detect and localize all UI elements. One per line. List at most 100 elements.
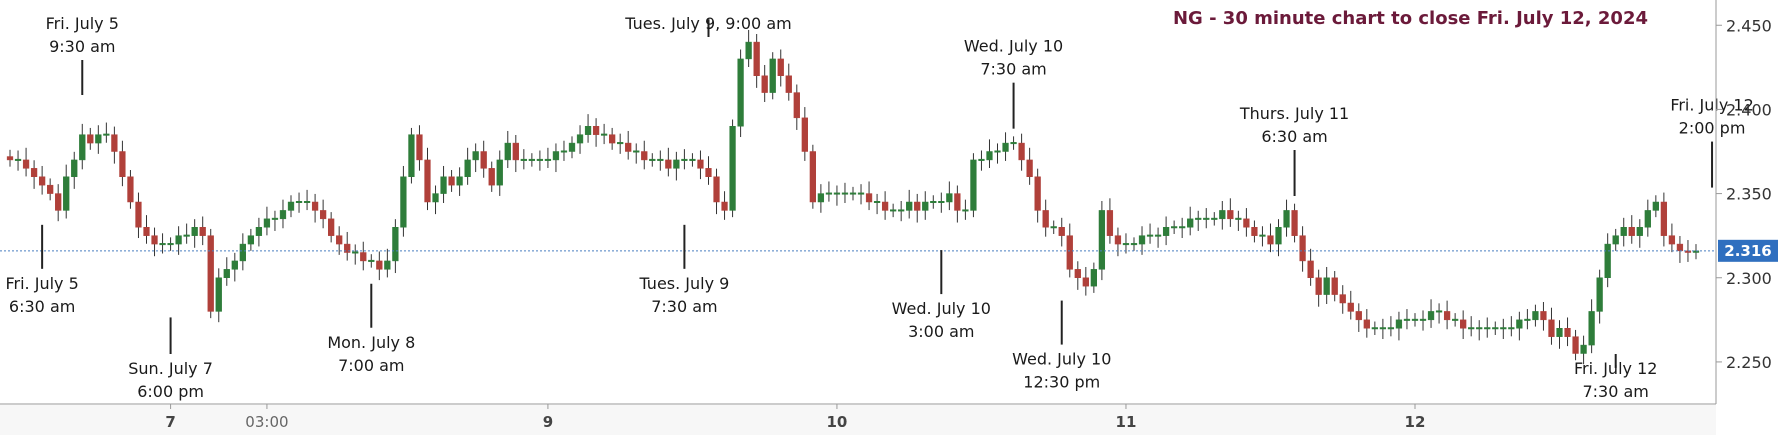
candle-body bbox=[199, 227, 206, 236]
candle bbox=[456, 167, 463, 196]
candle-body bbox=[1138, 235, 1146, 245]
annotation-label: Fri. July 12 7:30 am bbox=[1574, 359, 1657, 401]
candle bbox=[1058, 217, 1065, 247]
candle bbox=[440, 165, 447, 204]
candle bbox=[865, 181, 873, 211]
annotation-label: Fri. July 5 9:30 am bbox=[46, 14, 119, 56]
candle-body bbox=[1564, 328, 1571, 337]
candle-body bbox=[1540, 311, 1547, 321]
y-tick-label: 2.250 bbox=[1726, 353, 1772, 372]
candle-body bbox=[1668, 235, 1676, 245]
candle-body bbox=[263, 218, 271, 228]
y-axis: 2.450 2.400 2.350 2.300 2.250 2.316 bbox=[1715, 0, 1778, 404]
candle bbox=[962, 199, 969, 220]
candle bbox=[1010, 136, 1017, 150]
x-tick-label: 03:00 bbox=[245, 413, 288, 431]
candle bbox=[1355, 303, 1362, 332]
candle-body bbox=[1098, 210, 1106, 270]
candle bbox=[1018, 133, 1025, 171]
candle bbox=[1307, 248, 1314, 286]
candle bbox=[496, 150, 503, 196]
candle-body bbox=[793, 92, 800, 119]
candle bbox=[1114, 227, 1122, 257]
y-tick-label: 2.450 bbox=[1726, 16, 1772, 35]
candle bbox=[143, 215, 150, 244]
candle-body bbox=[1010, 142, 1017, 145]
candle-body bbox=[1219, 210, 1226, 220]
candle bbox=[1476, 320, 1483, 341]
candle-body bbox=[376, 260, 383, 270]
candle bbox=[1556, 320, 1563, 349]
candle-body bbox=[520, 158, 527, 161]
candle-body bbox=[1508, 327, 1515, 330]
candle bbox=[1572, 329, 1579, 361]
candle-body bbox=[22, 159, 30, 169]
last-price-box bbox=[1718, 239, 1778, 262]
candle bbox=[183, 223, 190, 244]
annotation-label: Mon. July 8 7:00 am bbox=[327, 333, 415, 375]
candle-body bbox=[833, 192, 841, 195]
candle-body bbox=[986, 151, 993, 161]
candle bbox=[384, 248, 391, 278]
candle-body bbox=[464, 159, 471, 178]
candle bbox=[1451, 313, 1459, 327]
candle-body bbox=[1331, 277, 1338, 295]
candle-body bbox=[1371, 327, 1378, 330]
candle-body bbox=[801, 117, 808, 152]
candle bbox=[295, 192, 303, 213]
candle bbox=[681, 149, 688, 170]
candle-body bbox=[47, 184, 54, 194]
candle bbox=[1363, 309, 1370, 338]
candle bbox=[1179, 217, 1186, 239]
candle-body bbox=[849, 192, 857, 195]
candle bbox=[697, 150, 704, 180]
candle bbox=[1299, 226, 1306, 272]
annotation-label: Tues. July 9, 9:00 am bbox=[624, 14, 791, 33]
annotation-label: Wed. July 10 3:00 am bbox=[892, 299, 991, 341]
candle bbox=[520, 149, 527, 170]
candle bbox=[448, 170, 455, 192]
candle-body bbox=[191, 227, 198, 236]
candle-body bbox=[1235, 217, 1242, 220]
candle-body bbox=[568, 142, 576, 152]
candle-body bbox=[769, 58, 776, 93]
candle bbox=[271, 210, 279, 231]
candle-body bbox=[584, 126, 592, 135]
candle-body bbox=[1580, 344, 1587, 354]
annotation: Fri. July 5 9:30 am bbox=[46, 14, 119, 95]
candle bbox=[1612, 228, 1619, 251]
candle-body bbox=[1339, 294, 1346, 304]
candle bbox=[1259, 226, 1266, 247]
candle bbox=[47, 178, 54, 201]
annotation: Sun. July 7 6:00 pm bbox=[128, 317, 213, 401]
candle-body bbox=[1692, 250, 1700, 253]
candle-body bbox=[175, 235, 182, 245]
y-tick-label: 2.300 bbox=[1726, 269, 1772, 288]
x-tick-label: 7 bbox=[165, 413, 175, 431]
candle-body bbox=[103, 133, 110, 136]
candle-body bbox=[825, 192, 833, 195]
candle-body bbox=[1082, 277, 1089, 287]
candle bbox=[641, 140, 648, 170]
candle-body bbox=[352, 251, 359, 254]
candle bbox=[432, 185, 439, 215]
candle-body bbox=[1492, 327, 1499, 330]
candle-body bbox=[1026, 159, 1033, 178]
candle bbox=[151, 227, 158, 257]
candle bbox=[617, 133, 624, 154]
candle bbox=[1411, 313, 1419, 327]
candle bbox=[576, 125, 584, 154]
candle bbox=[127, 170, 134, 209]
candle bbox=[1548, 307, 1555, 345]
candle-body bbox=[1556, 328, 1563, 337]
candle-body bbox=[1660, 201, 1668, 236]
candle-body bbox=[504, 142, 511, 161]
candle bbox=[793, 84, 800, 130]
candle-body bbox=[63, 176, 70, 211]
candle bbox=[1644, 199, 1651, 237]
candle-body bbox=[111, 134, 118, 152]
candle bbox=[215, 268, 222, 323]
annotation: Fri. July 12 2:00 pm bbox=[1670, 96, 1754, 188]
annotation-label: Thurs. July 11 6:30 am bbox=[1239, 104, 1349, 146]
candle bbox=[464, 147, 471, 185]
